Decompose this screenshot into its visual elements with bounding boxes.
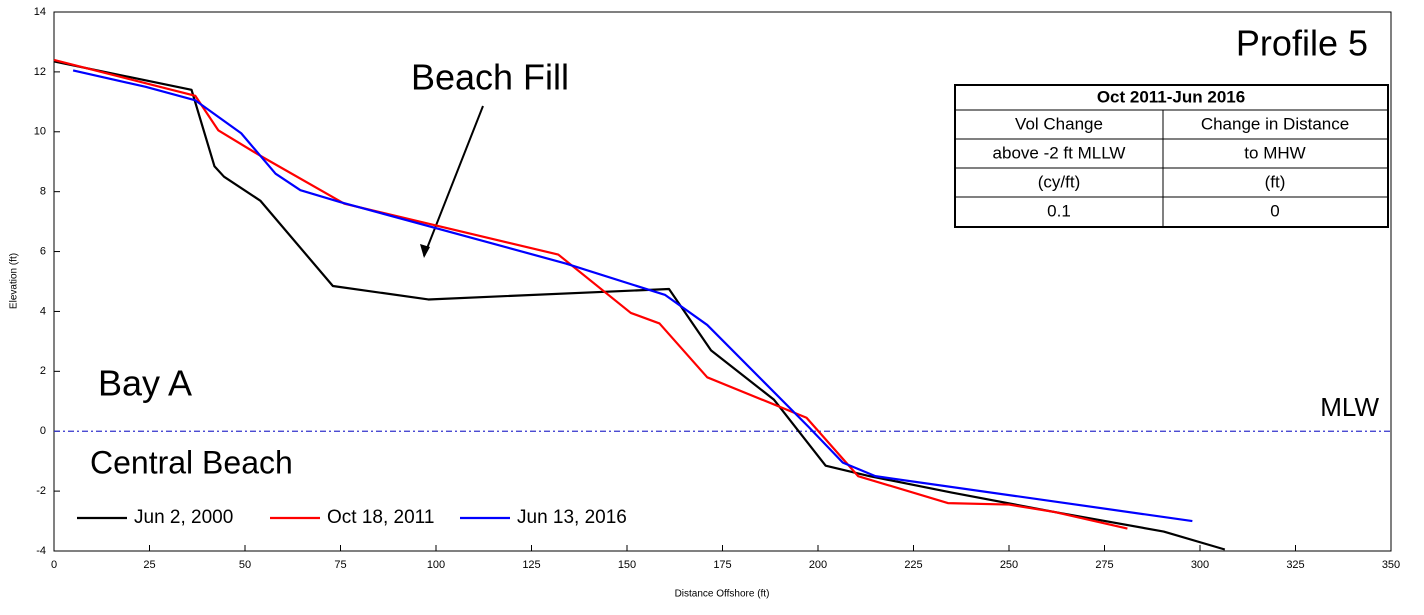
table-cell: 0 [1270,201,1279,220]
x-tick-label: 325 [1286,559,1304,571]
table-cell: to MHW [1244,143,1305,162]
x-tick-label: 50 [239,559,251,571]
annotation: Central Beach [90,444,293,480]
x-tick-label: 350 [1382,559,1400,571]
x-tick-label: 275 [1095,559,1113,571]
reference-label: MLW [1320,392,1379,422]
y-tick-label: -2 [36,485,46,497]
x-tick-label: 250 [1000,559,1018,571]
table-cell: above -2 ft MLLW [993,143,1126,162]
y-tick-label: 14 [34,6,46,18]
x-tick-label: 200 [809,559,827,571]
series-line [53,58,1128,530]
summary-table: Oct 2011-Jun 2016 Vol Change Change in D… [954,84,1389,228]
x-axis-label: Distance Offshore (ft) [675,589,770,600]
table-cell: Vol Change [1015,114,1103,133]
x-tick-label: 175 [713,559,731,571]
x-tick-label: 225 [904,559,922,571]
table-title: Oct 2011-Jun 2016 [1097,87,1245,106]
y-tick-label: 2 [40,365,46,377]
y-tick-label: 0 [40,425,46,437]
y-axis-label: Elevation (ft) [9,253,20,309]
x-tick-label: 25 [143,559,155,571]
series-line [53,60,1226,551]
y-tick-label: -4 [36,545,46,557]
x-tick-label: 100 [427,559,445,571]
table-cell: (ft) [1265,172,1286,191]
y-tick-label: 4 [40,305,46,317]
arrow [423,105,484,257]
x-tick-label: 125 [522,559,540,571]
table-cell: Change in Distance [1201,114,1349,133]
x-tick-label: 0 [51,559,57,571]
y-tick-label: 12 [34,66,46,78]
legend-label: Oct 18, 2011 [327,507,434,528]
annotation: Beach Fill [411,57,569,98]
y-tick-label: 8 [40,186,46,198]
annotation: Bay A [98,363,192,404]
legend-label: Jun 13, 2016 [517,507,627,528]
x-tick-label: 300 [1191,559,1209,571]
annotation: Profile 5 [1236,23,1368,64]
table-cell: 0.1 [1047,201,1071,220]
x-tick-label: 75 [334,559,346,571]
arrowhead [420,244,430,258]
y-tick-label: 6 [40,245,46,257]
x-tick-label: 150 [618,559,636,571]
table-frame [954,84,1389,228]
y-tick-label: 10 [34,126,46,138]
legend-label: Jun 2, 2000 [134,507,233,528]
series-line [72,69,1193,523]
table-cell: (cy/ft) [1038,172,1081,191]
